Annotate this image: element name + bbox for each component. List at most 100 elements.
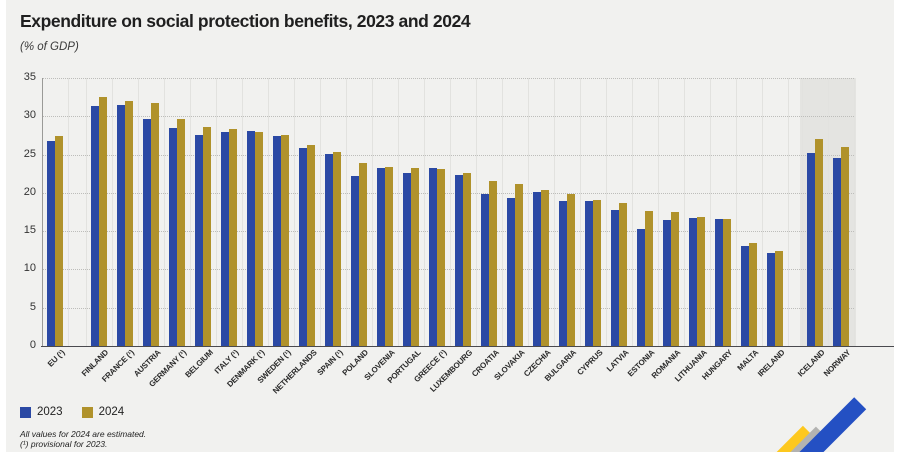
bar-2023 [611, 210, 619, 346]
bar-2023 [533, 192, 541, 346]
bar-2024 [489, 180, 497, 346]
gridline-vertical [346, 78, 347, 346]
gridline-vertical [580, 78, 581, 346]
legend-swatch-2024 [81, 406, 93, 418]
bar-2024 [333, 152, 341, 346]
bar-2023 [299, 147, 307, 346]
gridline-vertical [802, 78, 803, 346]
gridline-vertical [424, 78, 425, 346]
bar-2024 [55, 136, 63, 346]
bar-2023 [117, 104, 125, 346]
plot-area: 0 5 10 15 20 25 30 35 EU (¹) FINLAND FRANCE (¹) AUS… [24, 71, 894, 396]
legend-label-2023: 2023 [37, 406, 63, 418]
chart-title: Expenditure on social protection benefit… [20, 11, 471, 31]
bar-2024 [229, 129, 237, 346]
bar-2023 [833, 157, 841, 346]
footnotes: All values for 2024 are estimated. (¹) p… [20, 429, 146, 449]
y-axis-line [42, 78, 43, 346]
bar-2024 [411, 168, 419, 346]
bar-2024 [437, 169, 445, 346]
gridline-vertical [736, 78, 737, 346]
gridline-vertical [320, 78, 321, 346]
bar-2024 [619, 202, 627, 346]
gridline-vertical [502, 78, 503, 346]
gridline-vertical [762, 78, 763, 346]
gridline-vertical [216, 78, 217, 346]
bar-2024 [203, 127, 211, 346]
gridline-vertical [86, 78, 87, 346]
gridline-horizontal [42, 231, 854, 233]
bar-2024 [567, 194, 575, 346]
bar-2024 [815, 139, 823, 346]
gridline-vertical [528, 78, 529, 346]
bar-2023 [195, 135, 203, 346]
bar-2023 [637, 228, 645, 346]
bar-2023 [169, 127, 177, 346]
gridline-vertical [684, 78, 685, 346]
legend-swatch-2023 [20, 406, 31, 418]
gridline-vertical [606, 78, 607, 346]
bar-2023 [91, 106, 99, 346]
bar-2024 [255, 132, 263, 346]
bar-2024 [307, 144, 315, 346]
bar-2023 [481, 193, 489, 346]
gridline-vertical [68, 78, 69, 346]
bar-2023 [143, 118, 151, 346]
bar-2024 [697, 216, 705, 346]
gridline-vertical [190, 78, 191, 346]
gridline-horizontal [42, 307, 854, 309]
y-axis-tick-label: 15 [23, 224, 36, 237]
x-axis-line [41, 346, 894, 347]
gridline-horizontal [42, 192, 854, 194]
y-axis-tick-label: 5 [29, 300, 36, 313]
statistics-arrow-logo [775, 395, 885, 452]
bar-2023 [455, 175, 463, 346]
bar-2023 [559, 201, 567, 346]
y-axis-tick-label: 20 [23, 185, 36, 198]
bar-2024 [775, 251, 783, 346]
chart-subtitle: (% of GDP) [20, 41, 79, 53]
bar-2024 [645, 211, 653, 346]
gridline-vertical [242, 78, 243, 346]
bar-2024 [671, 212, 679, 346]
footnote-estimated: All values for 2024 are estimated. [20, 429, 147, 439]
bar-2024 [723, 218, 731, 346]
gridline-vertical [268, 78, 269, 346]
bar-2024 [593, 199, 601, 346]
gridline-vertical [658, 78, 659, 346]
legend: 2023 2024 [20, 406, 136, 418]
y-axis-tick-label: 25 [23, 147, 36, 160]
right-margin-strip [894, 0, 918, 452]
gridline-vertical [450, 78, 451, 346]
bar-2023 [403, 172, 411, 346]
gridline-horizontal [42, 116, 854, 118]
gridline-horizontal [42, 269, 854, 271]
footnote-provisional: (¹) provisional for 2023. [20, 439, 108, 449]
bar-2023 [767, 252, 775, 346]
y-axis-tick-label: 30 [23, 109, 36, 122]
gridline-vertical [476, 78, 477, 346]
bar-2024 [359, 163, 367, 346]
y-axis-tick-label: 35 [23, 71, 36, 83]
bar-2024 [463, 172, 471, 346]
bar-2024 [749, 243, 757, 346]
gridline-vertical [632, 78, 633, 346]
bar-2023 [377, 168, 385, 346]
bar-2023 [47, 140, 55, 346]
gridline-vertical [294, 78, 295, 346]
legend-label-2024: 2024 [98, 406, 125, 418]
bar-2024 [281, 135, 289, 346]
bar-2024 [125, 100, 133, 346]
gridline-vertical [788, 78, 789, 346]
bar-2023 [807, 153, 815, 346]
bar-2023 [507, 198, 515, 346]
bar-2023 [273, 136, 281, 346]
legend-item-2023: 2023 [20, 406, 63, 418]
gridline-vertical [138, 78, 139, 346]
gridline-vertical [828, 78, 829, 346]
bar-2024 [385, 166, 393, 346]
y-axis-tick-label: 10 [23, 262, 36, 275]
gridline-vertical [554, 78, 555, 346]
bar-2023 [689, 218, 697, 346]
